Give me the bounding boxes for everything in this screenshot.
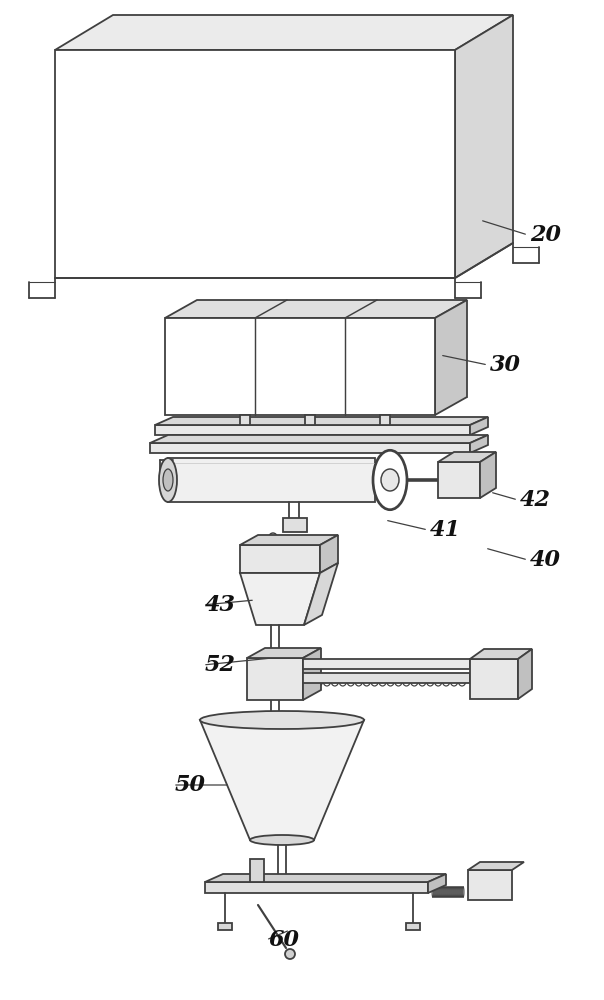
Bar [155, 425, 470, 435]
Bar [438, 462, 480, 498]
Polygon shape [55, 15, 513, 50]
Bar [468, 870, 512, 900]
Bar [247, 658, 303, 700]
Bar [150, 443, 470, 453]
Ellipse shape [275, 444, 285, 452]
Bar [303, 673, 470, 683]
Polygon shape [165, 300, 467, 318]
Ellipse shape [250, 835, 314, 845]
Ellipse shape [285, 949, 295, 959]
Polygon shape [438, 452, 496, 462]
Text: 42: 42 [520, 489, 551, 511]
Text: 41: 41 [430, 519, 461, 541]
Bar [165, 318, 435, 415]
Polygon shape [470, 649, 532, 659]
Bar [240, 415, 250, 425]
Polygon shape [200, 720, 364, 840]
Bar [303, 659, 470, 669]
Polygon shape [155, 417, 488, 425]
Ellipse shape [269, 533, 277, 541]
Polygon shape [320, 535, 338, 573]
Text: 30: 30 [490, 354, 521, 376]
Bar [305, 415, 315, 425]
Polygon shape [205, 874, 446, 882]
Bar [380, 415, 390, 425]
Text: 60: 60 [268, 929, 299, 951]
Bar [406, 923, 420, 930]
Polygon shape [470, 417, 488, 435]
Polygon shape [304, 563, 338, 625]
Ellipse shape [345, 444, 355, 452]
Text: 50: 50 [175, 774, 206, 796]
Ellipse shape [373, 450, 407, 510]
Polygon shape [240, 573, 320, 625]
Text: 20: 20 [530, 224, 561, 246]
Text: 52: 52 [205, 654, 236, 676]
Text: 43: 43 [205, 594, 236, 616]
Polygon shape [303, 648, 321, 700]
Polygon shape [150, 435, 488, 443]
Polygon shape [455, 15, 513, 278]
Ellipse shape [159, 458, 177, 502]
Bar [250, 859, 264, 882]
Polygon shape [518, 649, 532, 699]
Polygon shape [468, 862, 524, 870]
Polygon shape [470, 435, 488, 453]
Text: 40: 40 [530, 549, 561, 571]
Polygon shape [247, 648, 321, 658]
Ellipse shape [163, 469, 173, 491]
Polygon shape [435, 300, 467, 415]
Bar [205, 882, 428, 893]
Bar [240, 545, 320, 573]
Polygon shape [428, 874, 446, 893]
Polygon shape [480, 452, 496, 498]
Ellipse shape [381, 469, 399, 491]
Bar [283, 518, 307, 532]
Ellipse shape [200, 711, 364, 729]
Polygon shape [240, 535, 338, 545]
Bar [218, 923, 232, 930]
Bar [470, 659, 518, 699]
Bar [168, 458, 375, 502]
Bar [55, 50, 455, 278]
